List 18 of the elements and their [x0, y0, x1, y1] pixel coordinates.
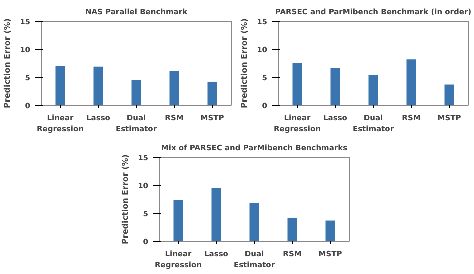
bar — [326, 220, 336, 242]
y-axis-title: Prediction Error (%) — [121, 154, 130, 244]
bar — [170, 71, 180, 106]
bar — [250, 203, 260, 242]
bar — [288, 218, 298, 242]
y-axis-title: Prediction Error (%) — [240, 18, 250, 108]
bar — [330, 68, 340, 106]
bar — [208, 82, 218, 106]
bar — [132, 80, 142, 106]
bar — [444, 84, 454, 106]
bar — [174, 200, 184, 242]
y-axis-title: Prediction Error (%) — [3, 18, 12, 108]
bar — [56, 66, 66, 106]
bar — [368, 75, 378, 106]
bar — [406, 60, 416, 106]
bar — [292, 64, 302, 106]
bar — [94, 66, 104, 106]
bar — [212, 188, 222, 242]
